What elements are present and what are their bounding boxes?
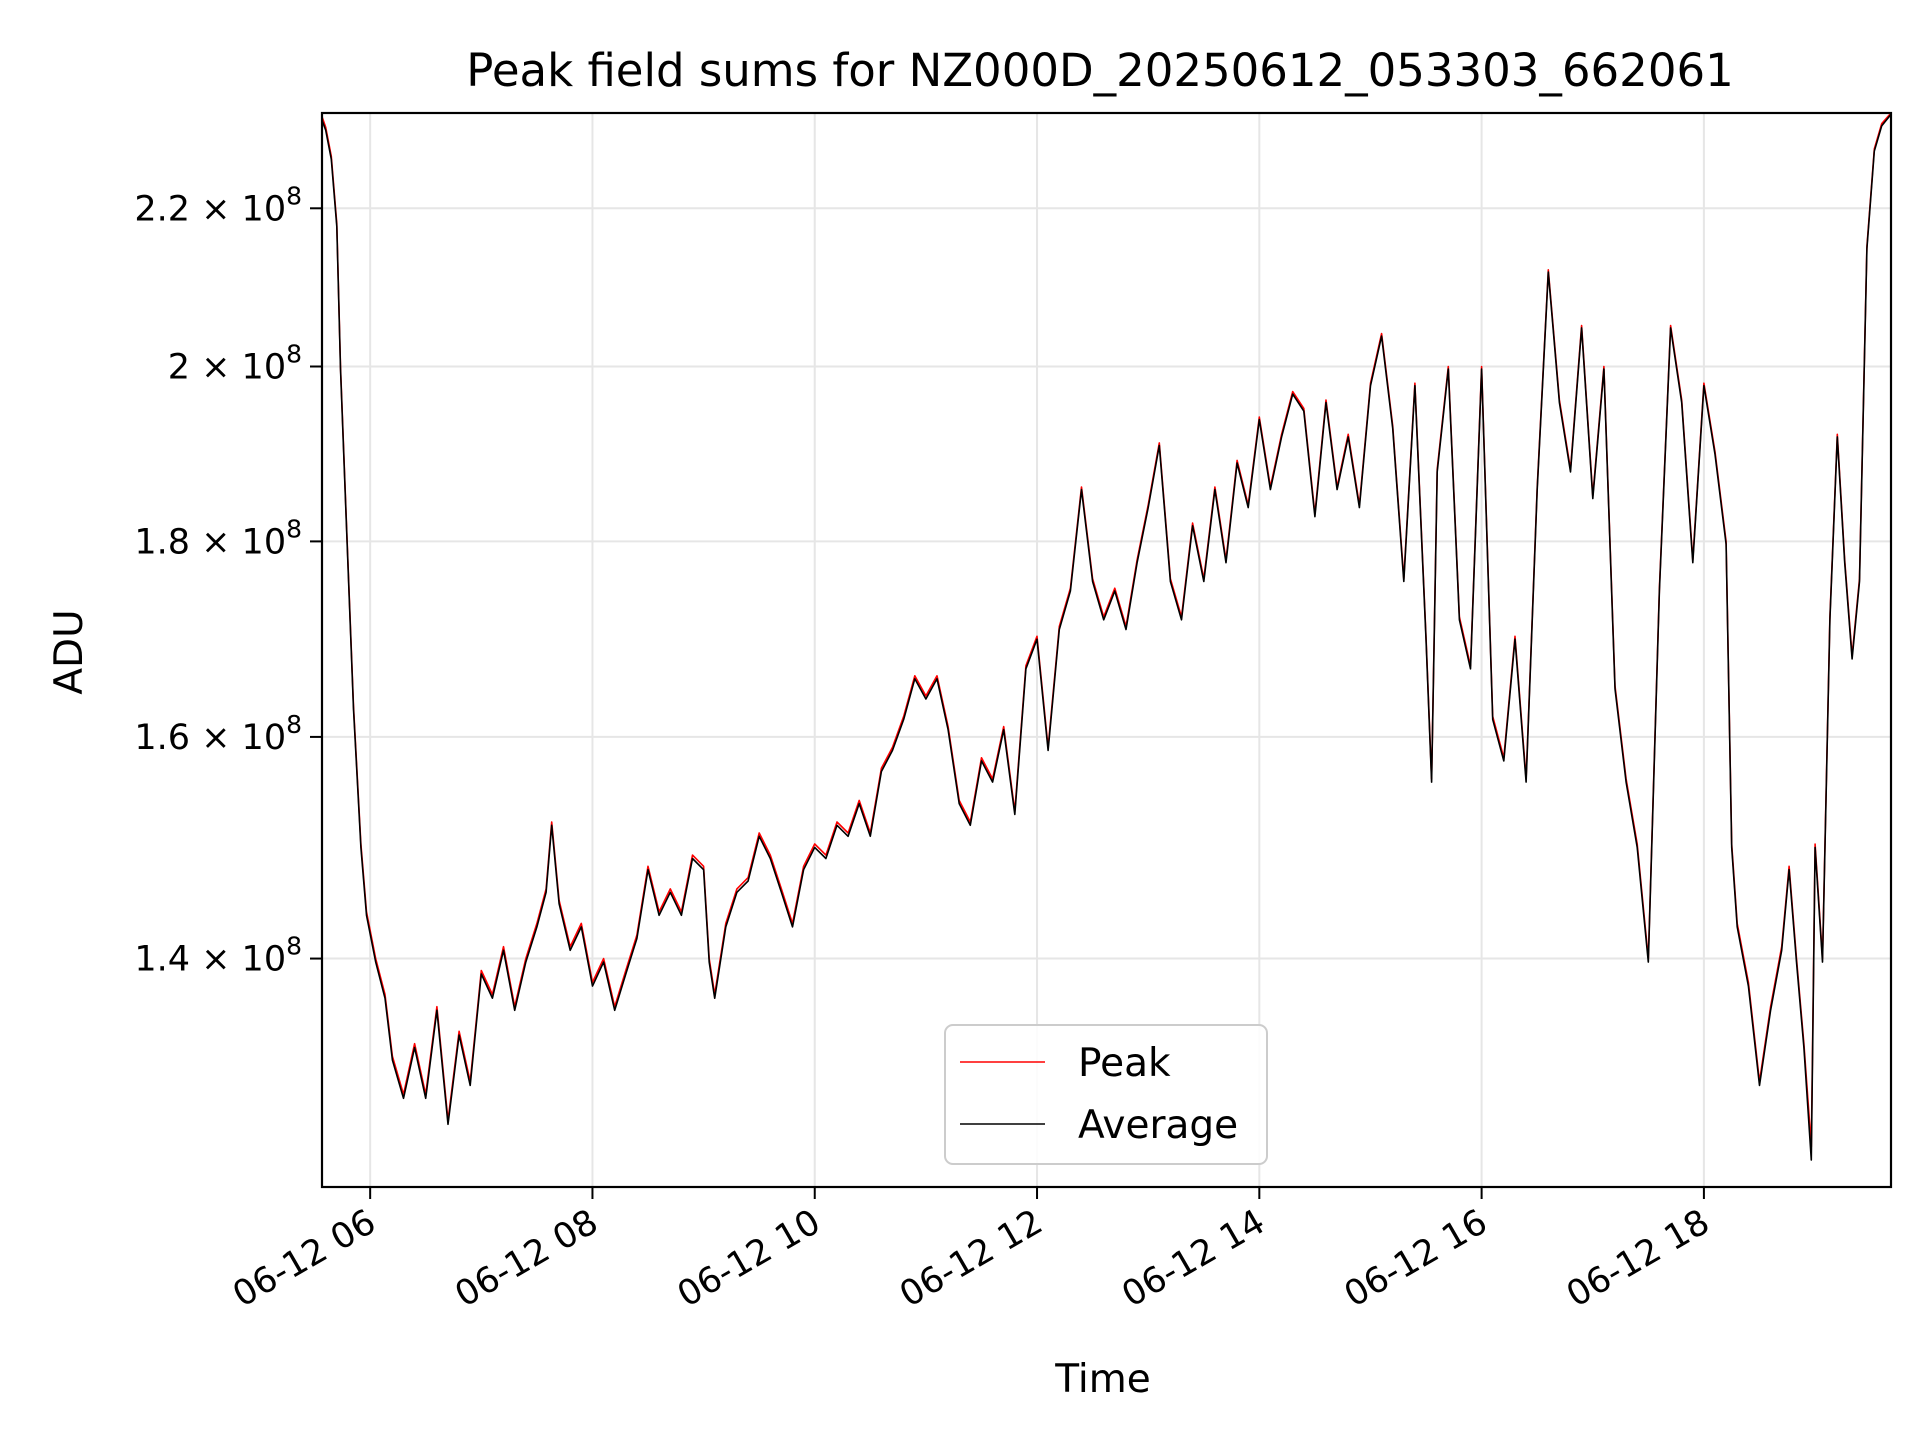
legend-label-peak: Peak xyxy=(1078,1041,1171,1086)
series-layer xyxy=(321,112,1892,1161)
y-axis-label: ADU xyxy=(47,609,92,694)
y-tick-label: 1.4 × 108 xyxy=(134,932,302,980)
y-tick-label: 2.2 × 108 xyxy=(134,181,302,229)
legend: Peak Average xyxy=(944,1024,1268,1165)
y-tick-label: 1.8 × 108 xyxy=(134,514,302,562)
legend-label-average: Average xyxy=(1078,1103,1238,1148)
plot-frame xyxy=(320,111,1893,1189)
y-axis: 1.4 × 108 1.6 × 108 1.8 × 108 2 × 108 2.2 × … xyxy=(134,181,322,980)
chart-title: Peak field sums for NZ000D_20250612_0533… xyxy=(466,44,1733,97)
legend-box xyxy=(944,1024,1268,1165)
y-tick-label: 2 × 108 xyxy=(168,340,302,388)
series-line-average xyxy=(321,113,1892,1161)
grid-lines xyxy=(322,113,1891,1187)
y-tick-label: 1.6 × 108 xyxy=(134,710,302,758)
x-axis-label: Time xyxy=(1054,1357,1150,1402)
